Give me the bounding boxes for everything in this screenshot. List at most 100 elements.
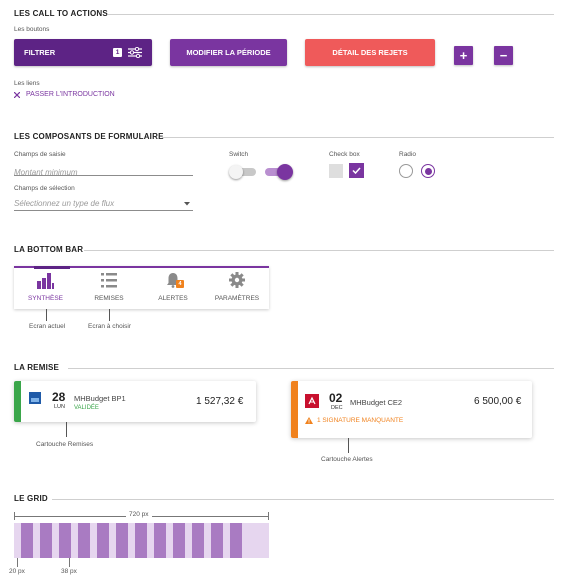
switch-off[interactable] <box>229 165 257 179</box>
bottom-nav-label: REMISES <box>94 295 124 302</box>
bottom-nav-synthese[interactable]: SYNTHÈSE <box>14 268 77 309</box>
switch-on[interactable] <box>265 164 293 180</box>
switch-label: Switch <box>229 151 249 158</box>
remise-amount: 1 527,32 € <box>196 396 244 407</box>
gear-icon <box>229 272 245 288</box>
grid-column <box>59 523 71 558</box>
alert-name: MHBudget CE2 <box>350 398 403 407</box>
amount-input-placeholder: Montant minimum <box>14 168 78 177</box>
checkbox-label: Check box <box>329 151 360 158</box>
section-title-bottom-bar: LA BOTTOM BAR <box>14 245 84 254</box>
bottom-nav-bar: SYNTHÈSE REMISES 4 ALERTES <box>14 266 269 309</box>
grid-column <box>173 523 185 558</box>
grid-column <box>211 523 223 558</box>
annotation-line <box>66 422 67 437</box>
warning-text: 1 SIGNATURE MANQUANTE <box>317 417 404 424</box>
check-icon <box>352 167 361 174</box>
bottom-nav-remises[interactable]: REMISES <box>77 268 141 309</box>
bank-logo-mark <box>308 396 316 405</box>
list-icon <box>101 273 117 288</box>
checkbox-checked[interactable] <box>349 163 364 178</box>
flux-type-select[interactable]: Sélectionnez un type de flux <box>14 197 193 210</box>
section-divider <box>68 368 554 369</box>
column-marker <box>69 558 70 567</box>
annotation-line <box>348 438 349 453</box>
section-title-cta: LES CALL TO ACTIONS <box>14 9 108 18</box>
skip-intro-label: PASSER L'INTRODUCTION <box>26 91 115 98</box>
alert-month: DEC <box>331 405 343 411</box>
modify-period-button[interactable]: MODIFIER LA PÉRIODE <box>170 39 287 66</box>
grid-column <box>192 523 204 558</box>
flux-type-placeholder: Sélectionnez un type de flux <box>14 199 115 208</box>
alert-count-badge: 4 <box>176 280 184 288</box>
grid-column <box>40 523 52 558</box>
annotation-line <box>109 309 110 321</box>
bottom-nav-label: PARAMÈTRES <box>214 295 260 302</box>
flux-type-underline <box>14 210 193 211</box>
remise-name: MHBudget BP1 <box>74 394 126 403</box>
section-divider <box>84 250 554 251</box>
input-label: Champs de saisie <box>14 151 66 158</box>
bank-logo <box>29 392 41 404</box>
grid-column <box>97 523 109 558</box>
checkbox-unchecked[interactable] <box>329 164 343 178</box>
amount-input[interactable]: Montant minimum <box>14 162 193 177</box>
warning-icon <box>305 417 313 424</box>
links-label: Les liens <box>14 80 40 87</box>
select-label: Champs de sélection <box>14 185 75 192</box>
grid-margin-label: 20 px <box>9 568 25 575</box>
filter-button-label: FILTRER <box>24 48 56 57</box>
bottom-nav-label: ALERTES <box>158 295 188 302</box>
active-tab-indicator <box>34 266 70 269</box>
annotation-remise-card: Cartouche Remises <box>36 441 94 448</box>
section-title-grid: LE GRID <box>14 494 48 503</box>
remise-day: 28 <box>52 390 66 404</box>
close-icon <box>14 91 20 98</box>
minus-button[interactable]: − <box>494 46 513 65</box>
section-divider <box>162 137 554 138</box>
grid-column-label: 38 px <box>61 568 77 575</box>
filter-button[interactable]: FILTRER 1 <box>14 39 152 66</box>
remise-month: LUN <box>54 404 66 410</box>
skip-intro-link[interactable]: PASSER L'INTRODUCTION <box>14 91 115 98</box>
alert-day: 02 <box>329 391 343 405</box>
grid-column <box>78 523 90 558</box>
switch-knob <box>277 164 293 180</box>
bottom-nav-alertes[interactable]: 4 ALERTES <box>141 268 205 309</box>
section-divider <box>52 499 554 500</box>
sliders-icon <box>128 47 142 58</box>
grid-column <box>116 523 128 558</box>
annotation-line <box>46 309 47 321</box>
buttons-label: Les boutons <box>14 26 50 33</box>
card-accent-bar <box>291 381 298 438</box>
alert-card[interactable]: 02 DEC MHBudget CE2 6 500,00 € 1 SIGNATU… <box>291 381 532 438</box>
alert-amount: 6 500,00 € <box>474 396 522 407</box>
annotation-alert-card: Cartouche Alertes <box>321 456 373 463</box>
bank-logo <box>305 394 319 408</box>
remise-card[interactable]: 28 LUN MHBudget BP1 VALIDÉE 1 527,32 € <box>14 381 256 422</box>
section-divider <box>108 14 554 15</box>
bar-chart-icon <box>37 273 54 289</box>
switch-knob <box>229 165 243 179</box>
reject-details-button[interactable]: DÉTAIL DES REJETS <box>305 39 435 66</box>
grid-column <box>21 523 33 558</box>
annotation-current-screen: Ecran actuel <box>29 323 66 330</box>
bottom-nav-parametres[interactable]: PARAMÈTRES <box>205 268 269 309</box>
radio-selected[interactable] <box>421 164 435 178</box>
section-title-remise: LA REMISE <box>14 363 60 372</box>
missing-signature-warning: 1 SIGNATURE MANQUANTE <box>305 417 403 424</box>
remise-status: VALIDÉE <box>74 405 99 411</box>
caret-down-icon <box>184 201 190 205</box>
grid-columns <box>21 523 242 558</box>
grid-column <box>135 523 147 558</box>
radio-label: Radio <box>399 151 416 158</box>
grid-total-width: 720 px <box>126 511 152 518</box>
grid-column <box>154 523 166 558</box>
filter-count-badge: 1 <box>113 48 122 57</box>
grid-column <box>230 523 242 558</box>
radio-unselected[interactable] <box>399 164 413 178</box>
amount-input-underline <box>14 175 193 176</box>
plus-button[interactable]: + <box>454 46 473 65</box>
annotation-choose-screen: Ecran à choisir <box>88 323 131 330</box>
margin-marker <box>17 558 18 567</box>
